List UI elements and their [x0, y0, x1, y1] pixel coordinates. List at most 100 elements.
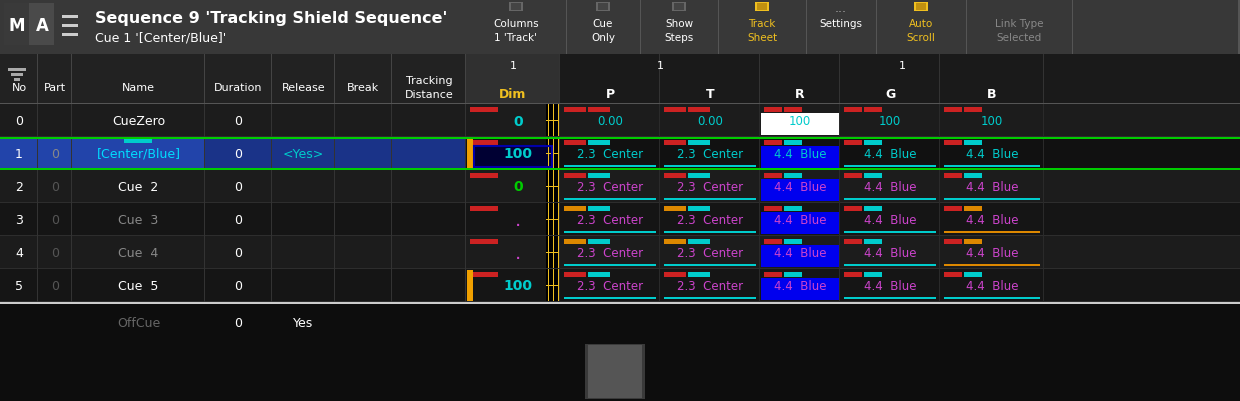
Bar: [564, 264, 656, 266]
Bar: [944, 231, 1040, 233]
Bar: [688, 239, 711, 244]
Bar: [672, 3, 686, 12]
Text: 4.4  Blue: 4.4 Blue: [774, 213, 826, 227]
Bar: [663, 198, 756, 200]
Bar: [944, 264, 1040, 266]
Bar: [916, 4, 926, 11]
Bar: [564, 198, 656, 200]
Text: 2.3  Center: 2.3 Center: [577, 148, 644, 160]
Bar: [688, 141, 711, 146]
Bar: [864, 141, 882, 146]
Text: 100: 100: [879, 115, 901, 128]
Bar: [585, 344, 645, 399]
Bar: [844, 264, 936, 266]
Bar: [546, 154, 560, 155]
Text: Distance: Distance: [404, 90, 454, 100]
Bar: [663, 174, 686, 178]
Bar: [588, 141, 610, 146]
Text: 3: 3: [15, 213, 22, 227]
Text: 4.4  Blue: 4.4 Blue: [774, 148, 826, 160]
Text: 0: 0: [51, 213, 60, 227]
Bar: [0, 104, 1240, 105]
Bar: [764, 207, 782, 211]
Bar: [546, 237, 560, 269]
Bar: [564, 272, 587, 277]
Bar: [963, 239, 982, 244]
Bar: [764, 108, 782, 113]
Bar: [470, 174, 498, 178]
Text: Dim: Dim: [500, 87, 527, 100]
Bar: [764, 174, 782, 178]
Bar: [588, 272, 610, 277]
Text: 4.4  Blue: 4.4 Blue: [966, 246, 1018, 259]
Text: Sheet: Sheet: [746, 33, 777, 43]
Bar: [844, 239, 862, 244]
Bar: [1238, 0, 1240, 55]
Bar: [564, 231, 656, 233]
Text: Link Type: Link Type: [994, 19, 1043, 29]
Text: OffCue: OffCue: [117, 317, 160, 330]
Bar: [560, 55, 760, 105]
Text: 100: 100: [981, 115, 1003, 128]
Bar: [688, 272, 711, 277]
Text: 0: 0: [51, 279, 60, 292]
Text: 0.00: 0.00: [598, 115, 622, 128]
Bar: [761, 180, 839, 201]
Text: Tracking: Tracking: [405, 76, 453, 86]
Text: G: G: [885, 87, 895, 100]
Bar: [663, 297, 756, 299]
Text: 2.3  Center: 2.3 Center: [677, 279, 743, 292]
Bar: [963, 141, 982, 146]
Text: 0: 0: [234, 317, 243, 330]
Text: Yes: Yes: [294, 317, 314, 330]
Text: Cue: Cue: [593, 19, 614, 29]
Text: T: T: [706, 87, 714, 100]
Bar: [470, 207, 498, 211]
Text: 0: 0: [234, 148, 243, 160]
Bar: [663, 239, 686, 244]
Text: Sequence 9 'Tracking Shield Sequence': Sequence 9 'Tracking Shield Sequence': [95, 12, 448, 26]
Bar: [546, 186, 560, 188]
Text: 4.4  Blue: 4.4 Blue: [864, 279, 916, 292]
Bar: [564, 166, 656, 168]
Text: 100: 100: [503, 279, 532, 293]
Bar: [944, 141, 962, 146]
Text: 2.3  Center: 2.3 Center: [577, 180, 644, 194]
Text: 1: 1: [656, 61, 663, 71]
Bar: [0, 269, 1240, 302]
Text: 0: 0: [513, 180, 523, 194]
Bar: [546, 105, 560, 138]
Bar: [467, 139, 472, 170]
Bar: [844, 231, 936, 233]
Text: 0: 0: [51, 148, 60, 160]
Bar: [756, 4, 768, 11]
Bar: [844, 174, 862, 178]
Bar: [0, 138, 1240, 140]
Text: 4.4  Blue: 4.4 Blue: [864, 246, 916, 259]
Bar: [466, 55, 560, 105]
Text: 2.3  Center: 2.3 Center: [677, 213, 743, 227]
Bar: [864, 272, 882, 277]
Bar: [944, 239, 962, 244]
Text: A: A: [36, 17, 48, 35]
Bar: [470, 272, 498, 277]
Bar: [761, 147, 839, 168]
Bar: [11, 74, 24, 76]
Bar: [844, 166, 936, 168]
Text: 4.4  Blue: 4.4 Blue: [774, 279, 826, 292]
Text: 0: 0: [234, 115, 243, 128]
Bar: [546, 138, 560, 170]
Text: 0: 0: [234, 180, 243, 194]
Bar: [963, 207, 982, 211]
Bar: [663, 272, 686, 277]
Text: Only: Only: [591, 33, 615, 43]
Bar: [564, 174, 587, 178]
Bar: [784, 239, 802, 244]
Bar: [784, 207, 802, 211]
Bar: [4, 4, 55, 46]
Text: B: B: [987, 87, 997, 100]
Bar: [467, 270, 472, 301]
Bar: [764, 141, 782, 146]
Bar: [663, 108, 686, 113]
Bar: [914, 3, 928, 12]
